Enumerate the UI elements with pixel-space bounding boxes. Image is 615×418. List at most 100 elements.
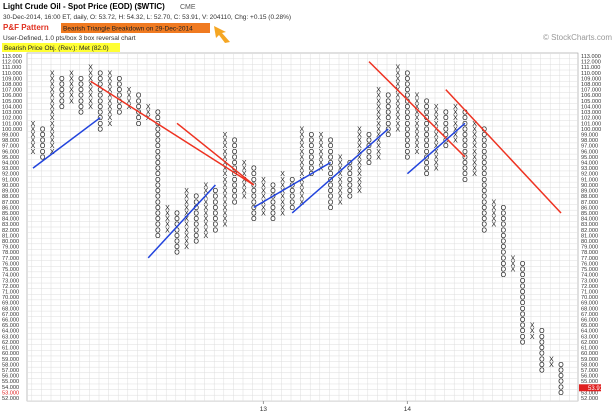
box-x: X [434,160,439,167]
box-x: X [50,115,55,122]
y-tick-label: 90.000 [2,183,19,189]
box-o: O [501,261,507,268]
box-x: X [31,138,36,145]
box-x: X [223,188,228,195]
box-x: X [434,166,439,173]
y-tick-label: 79.000 [2,245,19,251]
box-x: X [338,194,343,201]
box-x: X [338,154,343,161]
box-o: O [539,339,545,346]
box-x: X [357,143,362,150]
box-o: O [270,182,276,189]
y-tick-label: 110.000 [2,71,22,77]
box-x: X [395,82,400,89]
box-x: X [242,160,247,167]
box-x: X [242,177,247,184]
box-o: O [174,239,180,246]
box-x: X [203,227,208,234]
box-x: X [376,149,381,156]
box-o: O [117,110,123,117]
box-o: O [501,239,507,246]
box-x: X [223,160,228,167]
y-tick-label-right: 112.000 [581,60,601,66]
box-o: O [174,250,180,257]
box-x: X [395,76,400,83]
box-x: X [415,110,420,117]
trendline [445,89,562,214]
box-o: O [59,98,65,105]
y-tick-label-right: 85.000 [581,211,598,217]
box-x: X [319,149,324,156]
box-o: O [270,210,276,217]
box-o: O [193,227,199,234]
box-x: X [415,143,420,150]
box-o: O [481,194,487,201]
box-o: O [213,205,219,212]
box-o: O [520,278,526,285]
y-tick-label-right: 86.000 [581,205,598,211]
box-x: X [165,210,170,217]
y-tick-label: 60.000 [2,351,19,357]
box-o: O [462,160,468,167]
box-o: O [155,194,161,201]
box-x: X [395,98,400,105]
box-x: X [357,177,362,184]
box-x: X [107,87,112,94]
y-tick-label: 97.000 [2,144,19,150]
box-o: O [501,244,507,251]
box-o: O [40,149,46,156]
box-o: O [289,194,295,201]
box-o: O [155,115,161,122]
box-x: X [69,93,74,100]
box-x: X [299,154,304,161]
box-o: O [481,138,487,145]
y-tick-label: 80.000 [2,239,19,245]
box-x: X [376,126,381,133]
box-o: O [443,132,449,139]
box-o: O [155,154,161,161]
box-x: X [415,121,420,128]
y-tick-label-right: 106.000 [581,93,601,99]
box-x: X [434,126,439,133]
box-o: O [328,199,334,206]
box-o: O [539,367,545,374]
y-tick-label-right: 61.000 [581,346,598,352]
box-o: O [78,98,84,105]
box-o: O [328,160,334,167]
box-o: O [405,115,411,122]
box-o: O [481,160,487,167]
box-o: O [481,166,487,173]
box-x: X [280,210,285,217]
y-tick-label-right: 108.000 [581,82,601,88]
y-tick-label: 88.000 [2,194,19,200]
box-x: X [530,328,535,335]
y-tick-label: 64.000 [2,329,19,335]
pattern-badge [61,23,210,33]
box-o: O [520,295,526,302]
box-o: O [501,210,507,217]
box-o: O [481,210,487,217]
box-x: X [50,149,55,156]
box-x: X [299,166,304,173]
box-o: O [213,188,219,195]
trendline [368,61,466,158]
box-o: O [481,126,487,133]
box-o: O [155,205,161,212]
box-o: O [424,126,430,133]
box-o: O [539,334,545,341]
box-o: O [462,177,468,184]
box-o: O [405,82,411,89]
y-tick-label: 70.000 [2,295,19,301]
y-tick-label-right: 67.000 [581,312,598,318]
box-x: X [88,76,93,83]
y-tick-label: 67.000 [2,312,19,318]
box-o: O [78,87,84,94]
